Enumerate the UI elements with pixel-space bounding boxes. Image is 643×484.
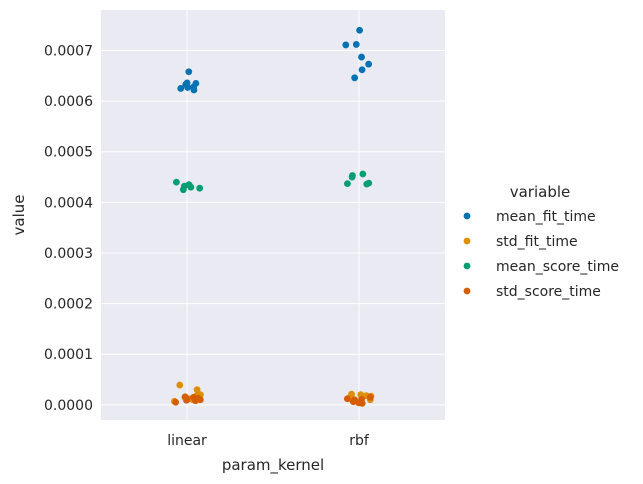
data-point: [358, 53, 365, 61]
data-point: [356, 26, 363, 34]
data-point: [172, 398, 180, 406]
legend-marker: [463, 262, 471, 270]
y-tick-label: 0.0003: [44, 246, 93, 262]
legend-label: mean_score_time: [496, 259, 619, 275]
data-point: [366, 393, 374, 401]
data-point: [172, 178, 180, 186]
data-point: [190, 86, 198, 94]
data-point: [349, 172, 356, 179]
data-point: [184, 84, 192, 91]
legend-label: std_fit_time: [496, 234, 578, 250]
legend-marker: [463, 237, 471, 245]
y-axis-title: value: [10, 195, 28, 236]
data-point: [342, 41, 350, 49]
data-point: [177, 85, 185, 92]
y-tick-label: 0.0005: [44, 145, 93, 161]
data-point: [365, 60, 373, 68]
x-tick-label: linear: [167, 433, 207, 449]
data-point: [351, 74, 359, 82]
legend-label: mean_fit_time: [496, 209, 596, 225]
data-point: [359, 170, 367, 178]
x-tick-label: rbf: [349, 433, 370, 449]
y-tick-label: 0.0001: [44, 347, 93, 363]
data-point: [196, 184, 204, 192]
y-tick-label: 0.0002: [44, 297, 93, 313]
legend-label: std_score_time: [496, 284, 601, 300]
plot-background: [101, 10, 445, 420]
data-point: [365, 179, 373, 187]
data-point: [183, 396, 190, 404]
y-tick-labels: 0.0000 0.0001 0.0002 0.0003 0.0004 0.0005 0.00…: [44, 43, 93, 413]
legend-marker: [463, 287, 471, 295]
y-tick-label: 0.0007: [44, 43, 93, 59]
data-point: [351, 396, 359, 404]
data-point: [358, 395, 365, 403]
y-tick-label: 0.0000: [44, 398, 93, 414]
x-axis-title: param_kernel: [222, 456, 324, 475]
data-point: [344, 180, 351, 188]
legend: variable mean_fit_time std_fit_time mean_s…: [463, 183, 619, 300]
y-tick-label: 0.0006: [44, 94, 93, 110]
data-point: [358, 66, 366, 74]
data-point: [352, 41, 360, 48]
gridlines: [101, 10, 445, 420]
legend-title: variable: [510, 183, 571, 201]
data-points: [171, 26, 375, 407]
data-point: [193, 386, 201, 394]
data-point: [176, 381, 184, 389]
data-point: [192, 80, 200, 87]
data-point: [343, 395, 351, 403]
data-point: [194, 394, 202, 402]
data-point: [185, 68, 193, 76]
x-tick-labels: linear rbf: [167, 433, 370, 449]
y-tick-label: 0.0004: [44, 195, 93, 211]
legend-marker: [463, 212, 471, 220]
data-point: [187, 183, 195, 191]
